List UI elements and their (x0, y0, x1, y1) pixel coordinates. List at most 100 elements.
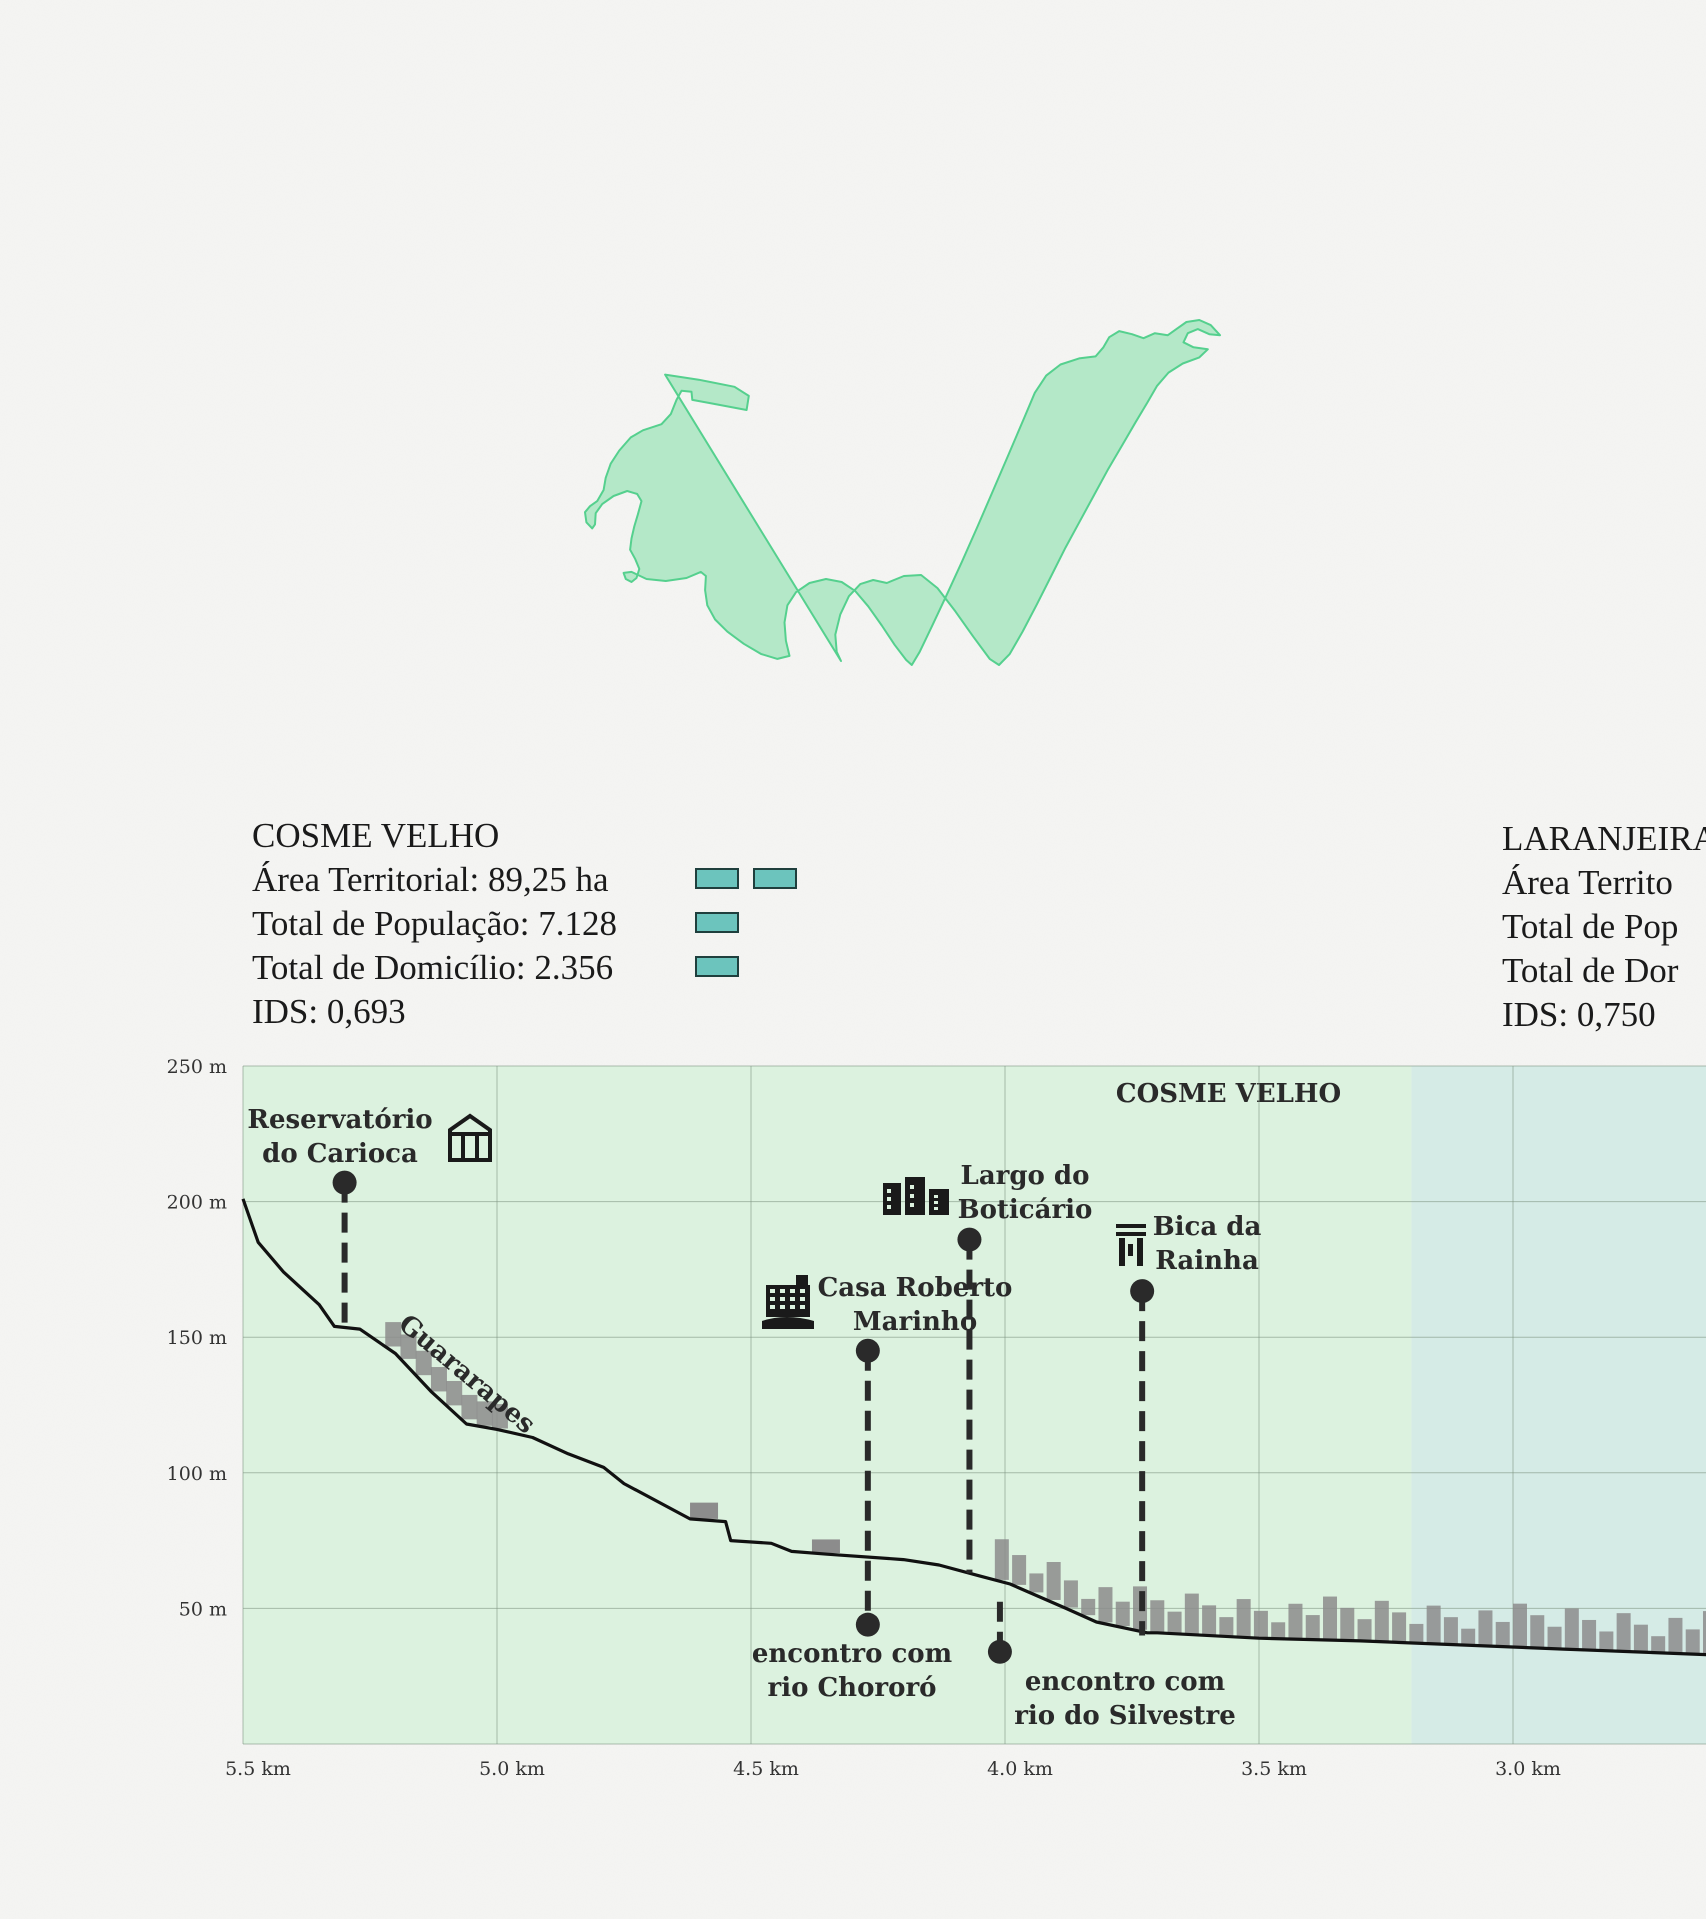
building-window (887, 1197, 891, 1201)
house-tower (796, 1275, 808, 1287)
building-block (1150, 1600, 1165, 1633)
building-b (905, 1177, 925, 1215)
area-stat: Área Territorial: 89,25 ha (252, 860, 609, 899)
building-block (1046, 1562, 1061, 1600)
building-block (1305, 1615, 1320, 1640)
house-window (780, 1305, 785, 1309)
building-block (1478, 1610, 1493, 1646)
building-block (1098, 1587, 1113, 1623)
landmark-label: rio do Silvestre (1014, 1701, 1236, 1731)
landmark-label: Rainha (1155, 1246, 1259, 1276)
y-tick-label: 250 m (167, 1056, 227, 1078)
building-block (1374, 1600, 1389, 1642)
building-block (430, 1367, 447, 1392)
house-window (790, 1289, 795, 1293)
building-block (994, 1539, 1009, 1580)
building-block (1288, 1603, 1303, 1640)
fountain-pillar (1137, 1238, 1143, 1266)
fountain-top (1116, 1232, 1146, 1236)
building-block (1357, 1619, 1372, 1641)
ids-stat: IDS: 0,750 (1502, 995, 1656, 1034)
area-square-2 (753, 868, 797, 889)
building-a (883, 1183, 901, 1215)
building-block (1219, 1617, 1234, 1637)
district-name: COSME VELHO (252, 816, 500, 855)
building-block (1633, 1624, 1648, 1652)
building-block (1392, 1612, 1407, 1643)
building-block (690, 1502, 719, 1519)
building-block (491, 1404, 508, 1429)
x-tick-label: 3.5 km (1241, 1758, 1307, 1780)
building-block (1668, 1617, 1683, 1654)
x-tick-label: 5.5 km (225, 1758, 291, 1780)
population-stat: Total de População: 7.128 (252, 904, 617, 943)
map-silhouette-path (584, 319, 1221, 666)
building-block (1651, 1636, 1666, 1653)
y-tick-label: 100 m (167, 1463, 227, 1485)
building-block (1236, 1599, 1251, 1638)
building-block (415, 1350, 432, 1376)
building-block (1409, 1623, 1424, 1643)
landmark-label: Casa Roberto (818, 1273, 1013, 1303)
buildings-icon (883, 1177, 949, 1215)
building-block (811, 1539, 840, 1553)
district-name: LARANJEIRA (1502, 819, 1706, 858)
fountain-icon (1116, 1224, 1146, 1266)
building-block (1443, 1617, 1458, 1645)
building-block (1547, 1626, 1562, 1649)
house-window (770, 1305, 775, 1309)
households-stat: Total de Dor (1502, 951, 1679, 990)
building-window (887, 1189, 891, 1193)
house-window (770, 1289, 775, 1293)
landmark-label: Bica da (1153, 1212, 1262, 1242)
landmark-label: rio Chororó (768, 1673, 937, 1703)
households-square (695, 956, 739, 977)
building-block (1271, 1622, 1286, 1639)
building-block (1115, 1601, 1130, 1627)
house-window (770, 1297, 775, 1301)
building-window (934, 1201, 938, 1204)
building-block (1012, 1555, 1027, 1585)
building-block (1702, 1611, 1706, 1655)
house-window (790, 1297, 795, 1301)
house-window (790, 1305, 795, 1309)
building-block (1564, 1608, 1579, 1650)
map-silhouette (584, 319, 1221, 666)
stats-panel-laranjeiras: LARANJEIRA Área Territo Total de Pop Tot… (1502, 817, 1706, 1037)
landmark-marker (332, 1170, 357, 1195)
area-stat: Área Territo (1502, 863, 1673, 902)
population-stat: Total de Pop (1502, 907, 1679, 946)
landmark-label: Largo do (961, 1161, 1090, 1191)
building-block (1495, 1621, 1510, 1647)
fountain-top (1116, 1224, 1146, 1228)
building-block (385, 1322, 402, 1347)
building-window (934, 1195, 938, 1198)
house-window (800, 1305, 805, 1309)
households-stat: Total de Domicílio: 2.356 (252, 948, 614, 987)
building-block (400, 1334, 417, 1359)
house-base (762, 1317, 814, 1329)
building-block (1081, 1598, 1096, 1616)
building-block (1513, 1603, 1527, 1648)
landmark-label: Reservatório (247, 1105, 432, 1135)
landmark-marker (855, 1338, 880, 1363)
building-block (1202, 1605, 1217, 1636)
building-block (476, 1401, 493, 1426)
house-window (800, 1289, 805, 1293)
y-tick-label: 50 m (179, 1598, 227, 1620)
building-window (934, 1207, 938, 1210)
building-window (887, 1205, 891, 1209)
fountain-spout (1128, 1244, 1133, 1256)
building-block (1616, 1613, 1631, 1652)
landmark-label: encontro com (1025, 1667, 1225, 1697)
landmark-label: Marinho (853, 1307, 977, 1337)
population-square (695, 912, 739, 933)
y-tick-label: 150 m (167, 1327, 227, 1349)
building-block (1685, 1629, 1700, 1654)
building-window (910, 1194, 914, 1198)
x-tick-label: 4.0 km (987, 1758, 1053, 1780)
terrain-profile-line (241, 1198, 1706, 1657)
building-block (1253, 1610, 1268, 1638)
landmark-label: Boticário (958, 1195, 1093, 1225)
